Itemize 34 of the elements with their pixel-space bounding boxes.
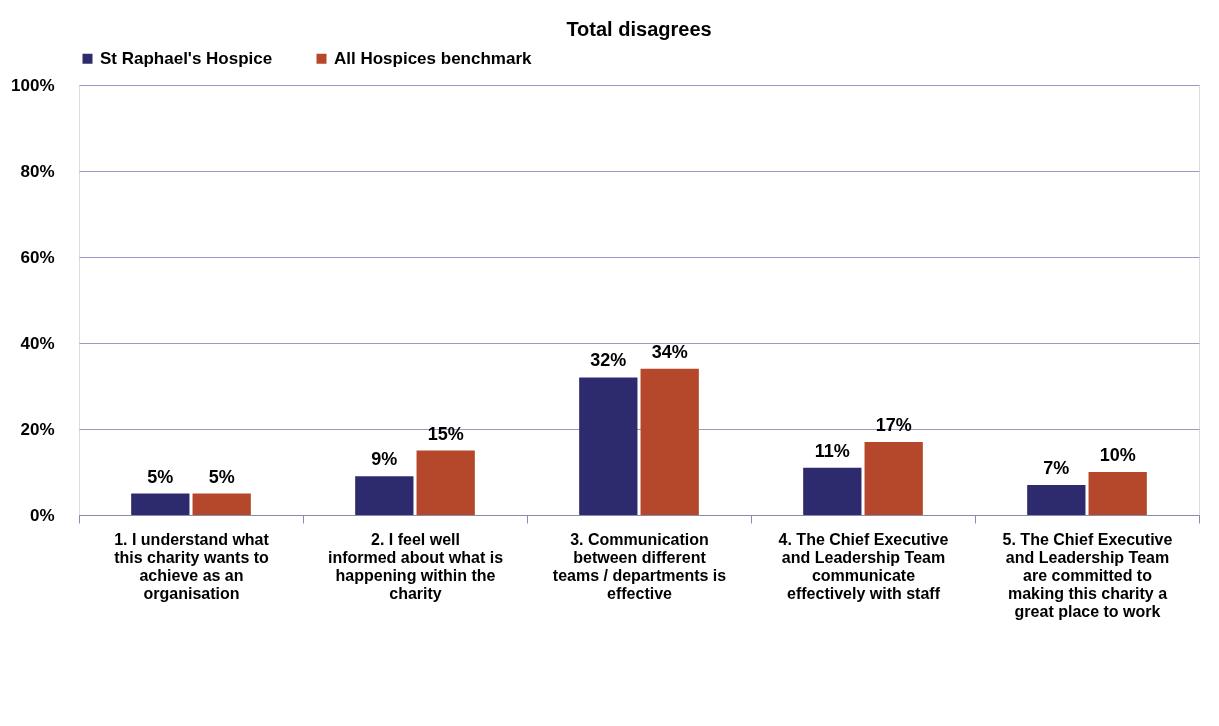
bar [192, 493, 251, 515]
legend-label: All Hospices benchmark [334, 48, 532, 68]
y-tick-label: 80% [20, 161, 55, 181]
x-tick-label: 1. I understand what this charity wants to achieve as an organisation [114, 530, 270, 602]
y-tick-label: 0% [29, 505, 55, 525]
bar [803, 467, 862, 515]
bar [131, 493, 190, 515]
data-label: 17% [875, 414, 912, 435]
bar [355, 476, 414, 515]
data-label: 10% [1099, 445, 1136, 465]
bar [1088, 472, 1147, 515]
bar [416, 450, 475, 515]
bar [1027, 484, 1086, 515]
y-tick-label: 60% [20, 247, 55, 267]
y-tick-label: 40% [20, 333, 55, 353]
x-tick-label: 3. Communication between different teams / departments is effective [552, 530, 727, 602]
x-tick-label: 5. The Chief Executive and Leadership Team are committed to making this charity a great place to work [1002, 530, 1173, 620]
data-label: 7% [1043, 457, 1070, 478]
data-label: 5% [147, 466, 174, 487]
chart-title: Total disagrees [566, 18, 712, 40]
legend-label: St Raphael's Hospice [100, 48, 273, 68]
bar [640, 368, 699, 515]
data-label: 11% [814, 440, 850, 461]
x-tick-label: 4. The Chief Executive and Leadership Team communicate effectively with staff [778, 530, 949, 602]
data-label: 34% [651, 341, 688, 362]
data-label: 9% [371, 449, 398, 470]
y-tick-label: 100% [11, 75, 55, 95]
y-tick-label: 20% [20, 419, 55, 439]
bar [579, 377, 638, 515]
data-label: 15% [427, 423, 464, 444]
data-label: 32% [590, 350, 627, 371]
x-tick-label: 2. I feel well informed about what is happening within the charity [327, 530, 504, 602]
data-label: 5% [208, 466, 235, 487]
bar [864, 441, 923, 515]
